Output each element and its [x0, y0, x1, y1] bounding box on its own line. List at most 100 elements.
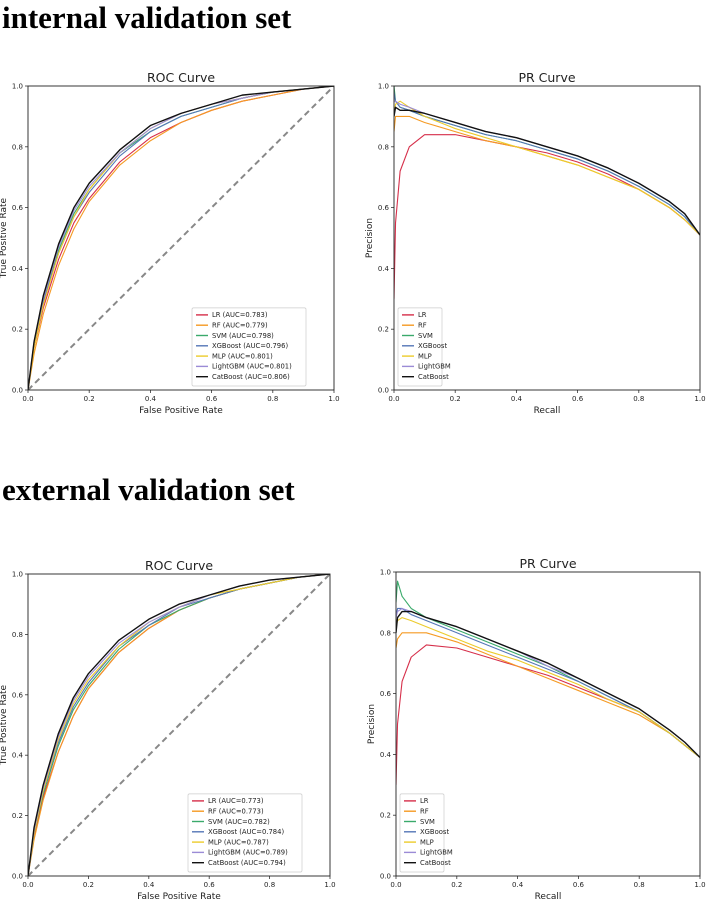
- series-line-lightgbm: [396, 607, 700, 758]
- x-tick-label: 0.4: [512, 881, 524, 889]
- y-tick-label: 0.0: [378, 387, 389, 395]
- y-tick-label: 0.6: [380, 690, 392, 698]
- legend-label-rf: RF: [420, 808, 429, 816]
- legend-label-svm: SVM (AUC=0.782): [208, 818, 270, 826]
- chart-title: PR Curve: [518, 70, 575, 85]
- x-tick-label: 0.0: [388, 395, 399, 403]
- x-tick-label: 0.0: [390, 881, 401, 889]
- y-tick-label: 0.4: [380, 751, 392, 759]
- legend-box: [187, 793, 303, 873]
- legend-label-lr: LR: [418, 311, 427, 319]
- pr-curve-external-chart: PR Curve 0.0 0.2 0.4 0.6 0.8 1.0 0.0 0.2 0.4 0.6 0.…: [367, 556, 706, 902]
- legend-label-lightgbm: LightGBM (AUC=0.801): [212, 363, 292, 371]
- series-line-mlp: [394, 100, 700, 236]
- x-axis-label: Recall: [534, 406, 561, 416]
- series-line-catboost: [28, 86, 334, 390]
- y-tick-label: 0.4: [12, 752, 24, 760]
- legend-label-xgboost: XGBoost: [420, 828, 449, 836]
- legend-label-xgboost: XGBoost (AUC=0.796): [212, 342, 288, 350]
- series-line-xgboost: [394, 91, 700, 236]
- y-tick-label: 0.6: [12, 204, 24, 212]
- legend-label-svm: SVM: [420, 818, 435, 826]
- legend: LR (AUC=0.783) RF (AUC=0.779) SVM (AUC=0.7…: [191, 307, 307, 387]
- legend-box: [191, 307, 307, 387]
- y-axis-label: True Positive Rate: [0, 197, 9, 279]
- legend-label-catboost: CatBoost (AUC=0.806): [212, 373, 290, 381]
- series-line-catboost: [394, 106, 700, 236]
- legend-label-rf: RF: [418, 322, 427, 330]
- y-tick-label: 1.0: [378, 83, 389, 91]
- x-tick-label: 0.2: [450, 395, 461, 403]
- x-tick-label: 0.6: [572, 395, 584, 403]
- y-axis-label: True Positive Rate: [0, 684, 9, 766]
- y-tick-label: 0.8: [12, 631, 23, 639]
- legend: LR RF SVM XGBoost MLP LightGBM CatBoost: [397, 307, 451, 387]
- legend-label-lr: LR (AUC=0.773): [208, 797, 264, 805]
- x-tick-label: 1.0: [328, 395, 339, 403]
- legend-label-mlp: MLP (AUC=0.801): [212, 352, 273, 360]
- y-tick-label: 0.4: [12, 265, 24, 273]
- legend-label-lightgbm: LightGBM: [418, 363, 451, 371]
- plot-frame: [27, 573, 331, 877]
- series-line-catboost: [28, 574, 330, 876]
- chance-diagonal-line: [28, 86, 334, 390]
- x-tick-label: 0.2: [84, 395, 95, 403]
- legend-label-xgboost: XGBoost (AUC=0.784): [208, 828, 284, 836]
- roc-curve-external-chart: ROC Curve 0.0 0.2 0.4 0.6 0.8 1.0 0.0 0.2 0.4 0.6 0…: [0, 558, 336, 902]
- legend-label-lightgbm: LightGBM (AUC=0.789): [208, 849, 288, 857]
- legend-label-rf: RF (AUC=0.773): [208, 808, 264, 816]
- x-tick-label: 1.0: [324, 881, 335, 889]
- x-tick-label: 0.6: [573, 881, 585, 889]
- plot-frame: [27, 85, 335, 391]
- series-line-xgboost: [396, 607, 700, 758]
- x-axis-label: False Positive Rate: [139, 406, 223, 416]
- legend-label-lr: LR (AUC=0.783): [212, 311, 268, 319]
- x-tick-label: 0.4: [143, 881, 155, 889]
- section-title-external: external validation set: [2, 472, 295, 507]
- x-tick-label: 1.0: [694, 881, 705, 889]
- legend-label-mlp: MLP: [418, 352, 432, 360]
- y-tick-label: 1.0: [12, 83, 23, 91]
- series-line-svm: [394, 86, 700, 236]
- series-line-rf: [396, 632, 700, 758]
- legend-label-svm: SVM (AUC=0.798): [212, 332, 274, 340]
- legend: LR RF SVM XGBoost MLP LightGBM CatBoost: [399, 793, 453, 873]
- y-axis-label: Precision: [367, 704, 377, 744]
- y-tick-label: 0.2: [12, 326, 23, 334]
- legend-label-xgboost: XGBoost: [418, 342, 447, 350]
- y-tick-label: 0.4: [378, 265, 390, 273]
- y-tick-label: 1.0: [380, 569, 391, 577]
- y-tick-label: 0.2: [378, 326, 389, 334]
- y-tick-label: 0.2: [380, 812, 391, 820]
- x-tick-label: 0.8: [633, 395, 644, 403]
- series-line-catboost: [396, 610, 700, 758]
- legend-label-catboost: CatBoost (AUC=0.794): [208, 859, 286, 867]
- plot-frame: [395, 571, 701, 877]
- legend-label-svm: SVM: [418, 332, 433, 340]
- roc-curve-internal-chart: ROC Curve 0.0 0.2 0.4 0.6 0.8 1.0 0.0 0.2 0.4 0.6 0…: [0, 70, 340, 416]
- y-tick-label: 0.0: [12, 873, 23, 881]
- x-tick-label: 0.4: [145, 395, 157, 403]
- x-axis-label: Recall: [535, 892, 562, 902]
- y-tick-label: 0.0: [380, 873, 391, 881]
- x-tick-label: 0.2: [83, 881, 94, 889]
- legend-label-mlp: MLP (AUC=0.787): [208, 838, 269, 846]
- x-tick-label: 0.2: [451, 881, 462, 889]
- chance-diagonal-line: [28, 574, 330, 876]
- x-axis-label: False Positive Rate: [137, 892, 221, 902]
- legend-label-catboost: CatBoost: [420, 859, 451, 867]
- series-line-mlp: [28, 574, 330, 876]
- x-tick-label: 0.8: [264, 881, 275, 889]
- legend-label-lr: LR: [420, 797, 429, 805]
- x-tick-label: 0.8: [267, 395, 278, 403]
- x-tick-label: 1.0: [694, 395, 705, 403]
- y-tick-label: 0.0: [12, 387, 23, 395]
- legend-label-lightgbm: LightGBM: [420, 849, 453, 857]
- y-axis-label: Precision: [365, 218, 375, 258]
- legend: LR (AUC=0.773) RF (AUC=0.773) SVM (AUC=0.7…: [187, 793, 303, 873]
- legend-label-mlp: MLP: [420, 838, 434, 846]
- x-tick-label: 0.0: [22, 881, 33, 889]
- y-tick-label: 0.8: [378, 143, 389, 151]
- pr-curve-internal-chart: PR Curve 0.0 0.2 0.4 0.6 0.8 1.0 0.0 0.2 0.4 0.6 0.…: [365, 70, 706, 416]
- y-tick-label: 1.0: [12, 571, 23, 579]
